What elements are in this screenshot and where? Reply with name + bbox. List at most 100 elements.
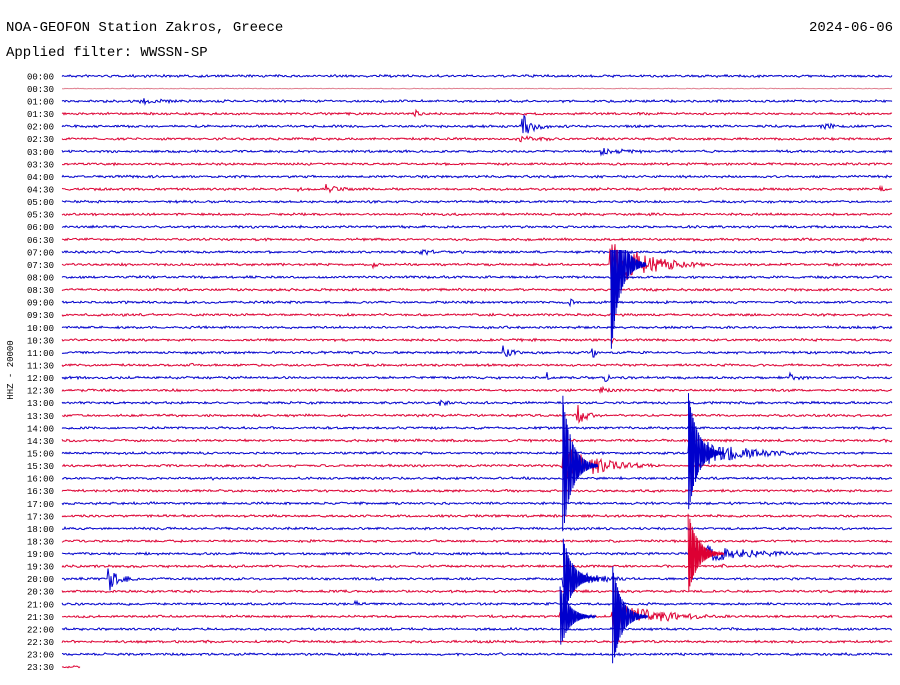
trace: [61, 651, 893, 657]
trace: [61, 544, 893, 563]
trace: [61, 337, 893, 345]
trace: [61, 244, 893, 285]
trace: [61, 312, 893, 318]
trace: [61, 538, 893, 544]
trace: [61, 174, 893, 179]
time-label: 02:30: [27, 135, 54, 145]
trace: [61, 513, 892, 519]
trace: [61, 135, 892, 143]
trace: [61, 399, 893, 407]
time-label: 01:30: [27, 110, 54, 120]
quake-burst: [559, 586, 596, 645]
time-label: 06:00: [27, 223, 54, 233]
time-label: 03:00: [27, 148, 54, 158]
quake-burst: [688, 393, 725, 510]
trace: [61, 437, 893, 469]
trace: [61, 385, 893, 395]
trace: [61, 563, 893, 569]
time-label: 14:30: [27, 437, 54, 447]
trace: [61, 287, 893, 293]
time-label: 08:30: [27, 286, 54, 296]
trace: [62, 161, 893, 167]
trace: [61, 211, 893, 217]
time-label: 10:00: [27, 324, 54, 334]
time-label: 23:00: [27, 651, 54, 661]
time-label: 05:00: [27, 198, 54, 208]
trace: [61, 438, 893, 444]
time-label: 09:00: [27, 299, 54, 309]
trace: [61, 108, 893, 118]
trace: [61, 605, 893, 629]
channel-label: HHZ - 20000: [6, 340, 16, 399]
station-title: NOA-GEOFON Station Zakros, Greece: [6, 20, 283, 36]
trace: [61, 73, 893, 79]
time-label: 20:30: [27, 588, 54, 598]
trace: [61, 87, 893, 90]
quake-burst: [562, 538, 600, 617]
time-label: 11:30: [27, 361, 54, 371]
time-label: 21:00: [27, 600, 54, 610]
time-label: 22:00: [27, 625, 54, 635]
traces: [61, 73, 893, 669]
time-label: 15:00: [27, 449, 54, 459]
time-label: 13:30: [27, 412, 54, 422]
time-label: 18:00: [27, 525, 54, 535]
time-label: 12:30: [27, 387, 54, 397]
time-label: 05:30: [27, 211, 54, 221]
trace: [61, 345, 892, 358]
time-label: 07:00: [27, 248, 54, 258]
trace: [61, 639, 893, 645]
trace: [61, 298, 893, 308]
time-label: 16:30: [27, 487, 54, 497]
trace: [61, 446, 893, 484]
trace: [61, 184, 893, 194]
trace: [61, 274, 893, 280]
trace: [61, 98, 893, 106]
trace: [61, 425, 893, 431]
time-label: 00:00: [27, 72, 54, 82]
time-label: 03:30: [27, 160, 54, 170]
time-label: 01:00: [27, 98, 54, 108]
trace: [61, 147, 893, 157]
time-label: 02:00: [27, 123, 54, 133]
time-label: 07:30: [27, 261, 54, 271]
time-label: 19:00: [27, 550, 54, 560]
quake-burst: [610, 249, 647, 349]
quake-burst: [562, 395, 599, 532]
filter-label: Applied filter: WWSSN-SP: [6, 45, 208, 61]
trace: [61, 526, 893, 531]
trace: [61, 568, 893, 591]
time-label: 19:30: [27, 563, 54, 573]
time-label: 23:30: [27, 663, 54, 673]
time-label: 15:30: [27, 462, 54, 472]
trace: [61, 224, 892, 230]
trace: [61, 371, 893, 383]
time-label: 08:00: [27, 273, 54, 283]
time-label: 00:30: [27, 85, 54, 95]
date: 2024-06-06: [809, 20, 893, 36]
trace: [61, 588, 893, 594]
time-label: 10:30: [27, 336, 54, 346]
trace: [61, 199, 892, 205]
trace: [61, 626, 893, 632]
time-label: 18:30: [27, 537, 54, 547]
trace: [61, 475, 892, 481]
trace: [61, 665, 81, 669]
time-label: 14:00: [27, 424, 54, 434]
trace: [61, 599, 893, 607]
trace: [61, 324, 893, 330]
trace: [61, 500, 893, 506]
trace: [61, 362, 893, 368]
trace: [61, 488, 893, 494]
trace: [61, 249, 893, 256]
time-label: 11:00: [27, 349, 54, 359]
time-label: 22:30: [27, 638, 54, 648]
trace: [61, 404, 893, 424]
time-label: 20:00: [27, 575, 54, 585]
quake-burst: [687, 513, 725, 592]
trace: [61, 237, 893, 243]
time-label: 16:00: [27, 475, 54, 485]
quake-burst: [612, 566, 648, 664]
time-label: 09:30: [27, 311, 54, 321]
